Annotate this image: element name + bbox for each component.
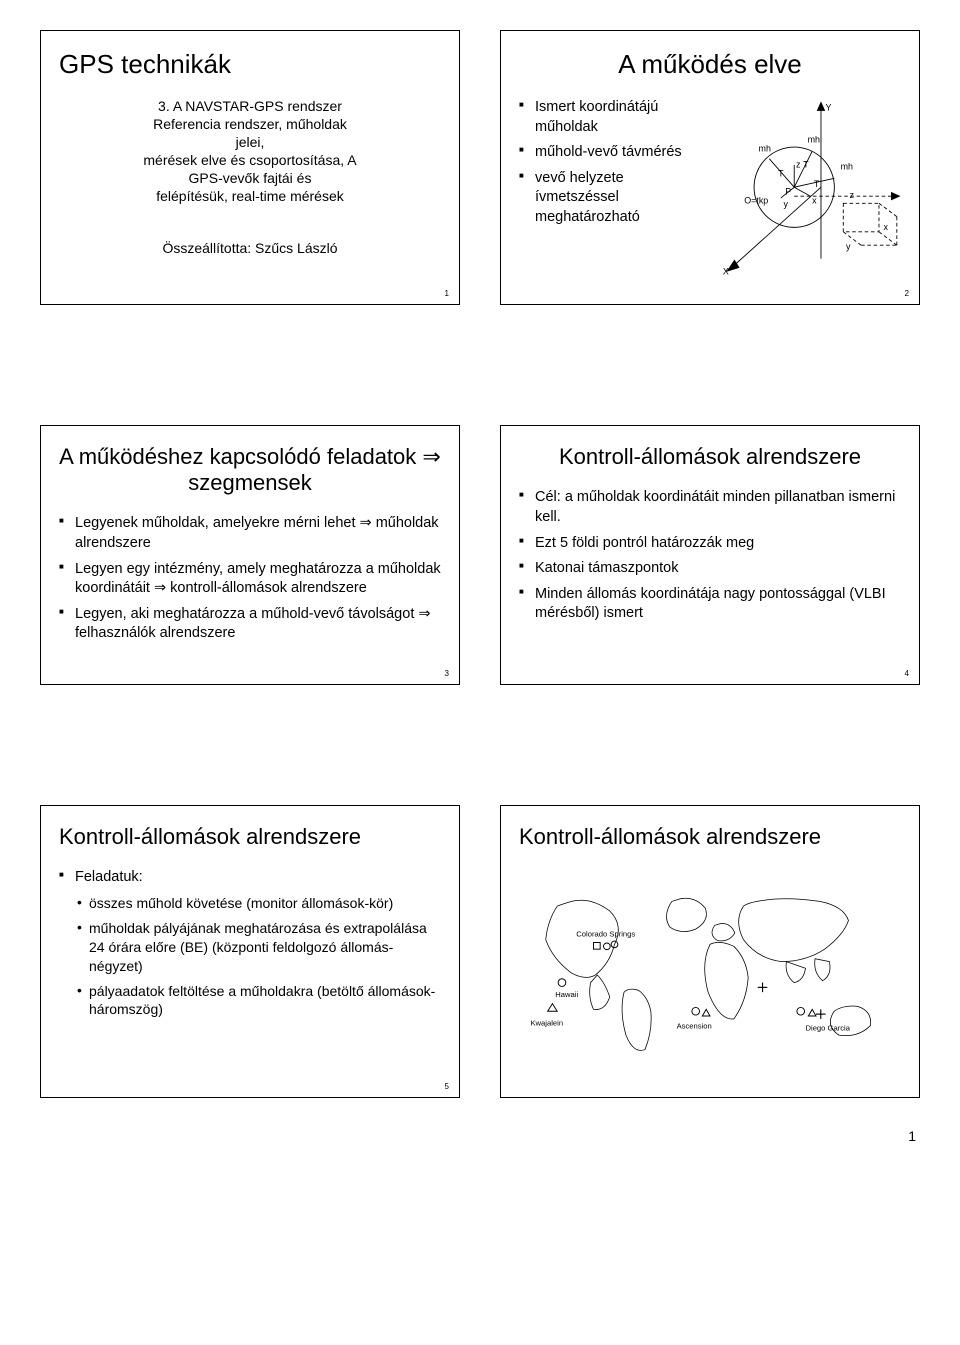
s5-lead: Feladatuk: bbox=[59, 868, 441, 888]
s3-b1: Legyenek műholdak, amelyekre mérni lehet… bbox=[59, 514, 441, 553]
svg-text:Ascension: Ascension bbox=[677, 1022, 712, 1031]
svg-text:P: P bbox=[785, 186, 791, 196]
s5-lead-list: Feladatuk: bbox=[59, 868, 441, 888]
s3-b2: Legyen egy intézmény, amely meghatározza… bbox=[59, 560, 441, 599]
s1-line1: 3. A NAVSTAR-GPS rendszer bbox=[59, 98, 441, 114]
svg-text:x: x bbox=[883, 222, 888, 232]
slide-6: Kontroll-állomások alrendszere bbox=[500, 805, 920, 1098]
s4-bullets: Cél: a műholdak koordinátáit minden pill… bbox=[519, 488, 901, 623]
s1-line2: Referencia rendszer, műholdak bbox=[59, 116, 441, 132]
svg-text:x: x bbox=[812, 195, 817, 205]
s4-b4: Minden állomás koordinátája nagy pontoss… bbox=[519, 585, 901, 624]
svg-text:T: T bbox=[803, 160, 809, 170]
page-number: 1 bbox=[40, 1128, 920, 1144]
s2-b3: vevő helyzete ívmetszéssel meghatározhat… bbox=[519, 169, 695, 228]
svg-text:mh: mh bbox=[807, 135, 819, 145]
s5-d3: pályaadatok feltöltése a műholdakra (bet… bbox=[77, 982, 441, 1020]
s1-line5: GPS-vevők fajtái és bbox=[59, 170, 441, 186]
s2-bullets: Ismert koordinátájú műholdak műhold-vevő… bbox=[519, 98, 695, 227]
svg-text:mh: mh bbox=[840, 161, 852, 171]
coordinate-diagram: Y X mh mh mh T T T P O=tkp x y z z bbox=[705, 98, 901, 276]
s1-line4: mérések elve és csoportosítása, A bbox=[59, 152, 441, 168]
slide-4-title: Kontroll-állomások alrendszere bbox=[519, 444, 901, 470]
world-map-diagram: Hawaii Kwajalein Colorado Springs Ascens… bbox=[519, 868, 901, 1069]
svg-text:z: z bbox=[796, 160, 801, 170]
s1-line3: jelei, bbox=[59, 134, 441, 150]
svg-text:Hawaii: Hawaii bbox=[555, 990, 578, 999]
slide-grid: GPS technikák 3. A NAVSTAR-GPS rendszer … bbox=[40, 30, 920, 1098]
slide-5-title: Kontroll-állomások alrendszere bbox=[59, 824, 441, 850]
svg-text:Diego Garcia: Diego Garcia bbox=[805, 1024, 850, 1033]
slide-6-title: Kontroll-állomások alrendszere bbox=[519, 824, 901, 850]
slide-3: A működéshez kapcsolódó feladatok ⇒ szeg… bbox=[40, 425, 460, 685]
slide-5: Kontroll-állomások alrendszere Feladatuk… bbox=[40, 805, 460, 1098]
slidenum-4: 4 bbox=[905, 669, 909, 678]
svg-text:T: T bbox=[778, 169, 784, 179]
svg-text:Kwajalein: Kwajalein bbox=[530, 1019, 563, 1028]
svg-text:Colorado Springs: Colorado Springs bbox=[576, 930, 635, 939]
s4-b2: Ezt 5 földi pontról határozzák meg bbox=[519, 534, 901, 554]
slide-3-title: A működéshez kapcsolódó feladatok ⇒ szeg… bbox=[59, 444, 441, 496]
s3-bullets: Legyenek műholdak, amelyekre mérni lehet… bbox=[59, 514, 441, 643]
slide-4: Kontroll-állomások alrendszere Cél: a mű… bbox=[500, 425, 920, 685]
svg-text:mh: mh bbox=[758, 144, 770, 154]
s4-b3: Katonai támaszpontok bbox=[519, 559, 901, 579]
s5-d1: összes műhold követése (monitor állomáso… bbox=[77, 894, 441, 913]
slidenum-5: 5 bbox=[445, 1082, 449, 1091]
s5-d2: műholdak pályájának meghatározása és ext… bbox=[77, 919, 441, 976]
svg-text:Y: Y bbox=[825, 102, 831, 112]
s1-line6: felépítésük, real-time mérések bbox=[59, 188, 441, 204]
svg-text:z: z bbox=[849, 190, 854, 200]
s2-b1: Ismert koordinátájú műholdak bbox=[519, 98, 695, 137]
s2-b2: műhold-vevő távmérés bbox=[519, 143, 695, 163]
slidenum-2: 2 bbox=[905, 289, 909, 298]
s4-b1: Cél: a műholdak koordinátáit minden pill… bbox=[519, 488, 901, 527]
svg-text:X: X bbox=[723, 267, 729, 277]
slide-1: GPS technikák 3. A NAVSTAR-GPS rendszer … bbox=[40, 30, 460, 305]
svg-text:y: y bbox=[846, 242, 851, 252]
s3-b3: Legyen, aki meghatározza a műhold-vevő t… bbox=[59, 605, 441, 644]
slidenum-3: 3 bbox=[445, 669, 449, 678]
svg-text:y: y bbox=[783, 199, 788, 209]
s1-author: Összeállította: Szűcs László bbox=[59, 240, 441, 256]
slide-2-title: A működés elve bbox=[519, 49, 901, 80]
slide-1-title: GPS technikák bbox=[59, 49, 441, 80]
s5-dots: összes műhold követése (monitor állomáso… bbox=[77, 894, 441, 1019]
svg-text:T: T bbox=[814, 179, 820, 189]
slide-2: A működés elve Ismert koordinátájú műhol… bbox=[500, 30, 920, 305]
svg-text:O=tkp: O=tkp bbox=[744, 195, 768, 205]
slidenum-1: 1 bbox=[445, 289, 449, 298]
